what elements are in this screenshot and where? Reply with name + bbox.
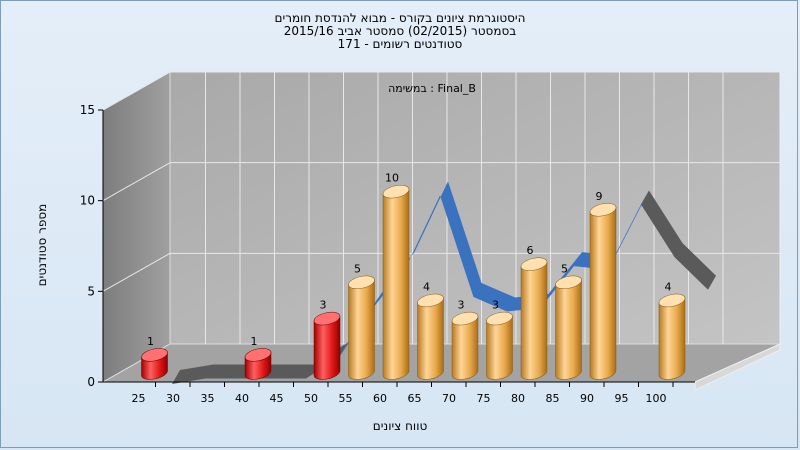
x-tick-label: 95 <box>615 392 629 405</box>
grid-layer <box>102 71 780 344</box>
bar-75 <box>486 311 513 380</box>
ribbon-segment-start <box>172 342 348 384</box>
bar-body <box>486 316 513 380</box>
floor-edge <box>694 343 781 391</box>
data-label: 3 <box>320 299 327 312</box>
x-tick-label: 30 <box>166 392 180 405</box>
bar-85 <box>555 275 582 380</box>
chart-title-line-3: סטודנטים רשומים - 171 <box>337 37 463 51</box>
bar-cap <box>348 275 375 290</box>
grid-line-side <box>102 252 171 292</box>
y-tick-label: 10 <box>80 194 95 208</box>
x-tick-label: 85 <box>546 392 560 405</box>
x-tick-label: 45 <box>270 392 284 405</box>
bar-50 <box>313 311 341 380</box>
data-label: 10 <box>385 172 399 185</box>
x-tick-label: 55 <box>339 392 353 405</box>
x-tick-label: 60 <box>373 392 387 405</box>
x-tick-label: 90 <box>580 392 594 405</box>
bar-cap <box>382 184 410 199</box>
data-label: 6 <box>527 244 534 257</box>
grid-line-side <box>102 71 171 111</box>
bar-40 <box>244 348 272 380</box>
bar-cap <box>313 311 341 326</box>
data-label: 4 <box>665 280 672 293</box>
data-label: 3 <box>492 299 499 312</box>
x-tick-label: 75 <box>477 392 491 405</box>
bar-cap <box>589 203 617 217</box>
bar-body <box>382 189 410 380</box>
bar-100 <box>658 293 686 380</box>
bar-70 <box>451 311 479 380</box>
x-tick-label: 65 <box>408 392 422 405</box>
data-label: 4 <box>423 280 430 293</box>
x-axis-title: טווח ציונים <box>373 419 428 433</box>
x-tick-label: 70 <box>442 392 456 405</box>
data-label: 3 <box>458 299 465 312</box>
data-label: 5 <box>354 262 361 275</box>
chart-title-line-2: בסמסטר (02/2015) סמסטר אביב 2015/16 <box>283 24 517 38</box>
bar-55 <box>348 275 375 380</box>
bar-cap <box>244 348 272 362</box>
bar-body <box>589 207 617 380</box>
bar-cap <box>658 293 686 308</box>
bar-60 <box>382 184 410 380</box>
bar-body <box>555 279 582 380</box>
bar-90 <box>589 203 617 380</box>
x-tick-label: 35 <box>201 392 215 405</box>
data-label: 5 <box>561 262 568 275</box>
bars-layer <box>141 184 686 380</box>
data-labels-layer: 1 1 3 5 10 4 3 3 6 5 9 4 <box>147 172 672 348</box>
y-tick-label: 0 <box>87 375 95 389</box>
x-tick-label: 100 <box>646 392 667 405</box>
bar-cap <box>141 348 168 362</box>
x-tick-label: 25 <box>132 392 146 405</box>
bar-body <box>520 261 548 380</box>
bar-cap <box>520 257 548 271</box>
x-tick-label: 80 <box>511 392 525 405</box>
bar-body <box>658 297 686 380</box>
x-tick-label: 50 <box>304 392 318 405</box>
bar-cap <box>417 293 444 308</box>
bar-body <box>417 297 444 380</box>
y-tick-label: 15 <box>80 103 95 117</box>
bar-cap <box>555 275 582 290</box>
bar-25 <box>141 348 168 380</box>
bar-cap <box>486 311 513 326</box>
bar-cap <box>451 311 479 326</box>
data-label: 1 <box>147 335 154 348</box>
y-axis-title: מספר סטודנטים <box>35 204 49 287</box>
inner-series-label: במשימה : Final_B <box>388 82 476 95</box>
bar-body <box>451 316 479 380</box>
x-tick-label: 40 <box>235 392 249 405</box>
bar-body <box>313 316 341 380</box>
side-wall <box>102 71 171 383</box>
data-label: 1 <box>251 335 258 348</box>
chart-title-line-1: היסטוגרמת ציונים בקורס - מבוא להנדסת חומ… <box>274 11 526 25</box>
y-tick-label: 5 <box>87 284 95 298</box>
data-label: 9 <box>596 190 603 203</box>
ribbon-segment-end <box>641 190 716 290</box>
grid-line-side <box>102 162 171 202</box>
bar-body <box>348 279 375 380</box>
bar-80 <box>520 257 548 380</box>
bar-65 <box>417 293 444 380</box>
